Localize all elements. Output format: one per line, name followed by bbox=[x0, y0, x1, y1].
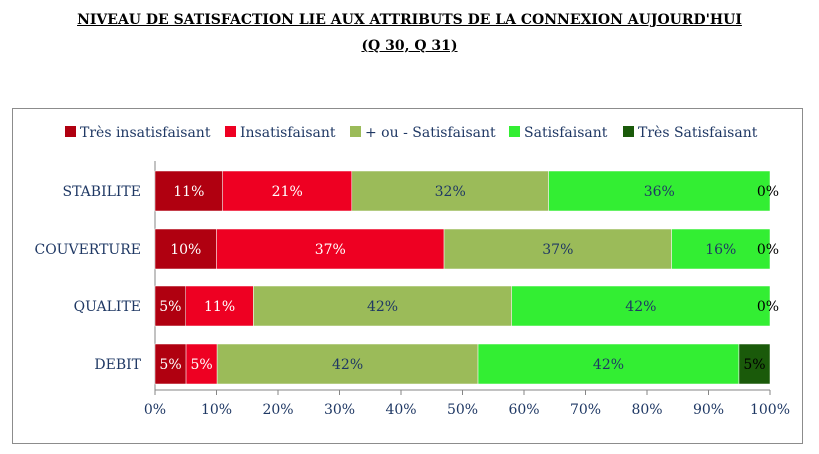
x-tick-label: 10% bbox=[201, 402, 232, 418]
bar-segment-satisfaisant bbox=[511, 285, 771, 327]
data-label: 5% bbox=[159, 299, 181, 315]
category-label-debit: DEBIT bbox=[94, 357, 141, 373]
chart-area: Très insatisfaisant Insatisfaisant + ou - … bbox=[12, 108, 803, 444]
x-tick-label: 50% bbox=[447, 402, 478, 418]
data-label: 5% bbox=[743, 357, 765, 373]
bar-segment-ou-satisfaisant bbox=[216, 343, 479, 385]
legend-label-satisfaisant: Satisfaisant bbox=[524, 125, 608, 141]
x-tick-label: 90% bbox=[693, 402, 724, 418]
data-label: 42% bbox=[367, 299, 398, 315]
legend-label-insatisfaisant: Insatisfaisant bbox=[240, 125, 336, 141]
bar-segment-insatisfaisant bbox=[185, 285, 254, 327]
x-tick-label: 0% bbox=[144, 402, 166, 418]
data-label: 10% bbox=[170, 242, 201, 258]
category-label-couverture: COUVERTURE bbox=[34, 242, 141, 258]
legend-swatch-satisfaisant bbox=[509, 126, 520, 137]
bar-segment-insatisfaisant bbox=[222, 170, 353, 212]
data-label: 5% bbox=[159, 357, 181, 373]
category-label-qualite: QUALITE bbox=[74, 299, 141, 315]
legend-swatch-ou-satisfaisant bbox=[350, 126, 361, 137]
data-label: 37% bbox=[315, 242, 346, 258]
x-tick-label: 30% bbox=[324, 402, 355, 418]
data-label: 0% bbox=[757, 242, 779, 258]
data-label: 32% bbox=[435, 184, 466, 200]
bar-segment-tres-insatisfaisant bbox=[154, 285, 186, 327]
bar-segment-tres-insatisfaisant bbox=[154, 170, 223, 212]
data-label: 11% bbox=[204, 299, 235, 315]
bar-segment-ou-satisfaisant bbox=[253, 285, 512, 327]
legend-label-tres-satisfaisant: Très Satisfaisant bbox=[638, 125, 758, 141]
data-label: 5% bbox=[190, 357, 212, 373]
bar-segment-satisfaisant bbox=[477, 343, 740, 385]
bar-segment-satisfaisant bbox=[671, 228, 771, 270]
data-label: 11% bbox=[173, 184, 204, 200]
legend-swatch-insatisfaisant bbox=[225, 126, 236, 137]
data-label: 42% bbox=[332, 357, 363, 373]
bar-segment-insatisfaisant bbox=[216, 228, 445, 270]
data-label: 42% bbox=[593, 357, 624, 373]
bar-segment-tres-satisfaisant bbox=[738, 343, 771, 385]
data-label: 21% bbox=[272, 184, 303, 200]
x-tick-label: 20% bbox=[262, 402, 293, 418]
legend-label-tres-insatisfaisant: Très insatisfaisant bbox=[80, 125, 211, 141]
x-tick-label: 40% bbox=[385, 402, 416, 418]
bar-segment-ou-satisfaisant bbox=[351, 170, 549, 212]
legend-swatch-tres-insatisfaisant bbox=[65, 126, 76, 137]
x-tick-label: 80% bbox=[631, 402, 662, 418]
data-label: 0% bbox=[757, 299, 779, 315]
bar-segment-ou-satisfaisant bbox=[443, 228, 672, 270]
data-label: 37% bbox=[542, 242, 573, 258]
bar-segment-insatisfaisant bbox=[185, 343, 218, 385]
data-label: 42% bbox=[625, 299, 656, 315]
data-label: 16% bbox=[705, 242, 736, 258]
x-tick-label: 70% bbox=[570, 402, 601, 418]
chart-title: NIVEAU DE SATISFACTION LIE AUX ATTRIBUTS… bbox=[77, 12, 742, 28]
bar-segment-tres-insatisfaisant bbox=[154, 343, 187, 385]
category-label-stabilite: STABILITE bbox=[63, 184, 141, 200]
data-label: 0% bbox=[757, 184, 779, 200]
stacked-bar-chart: Très insatisfaisant Insatisfaisant + ou - … bbox=[34, 125, 790, 418]
bar-segment-satisfaisant bbox=[548, 170, 771, 212]
data-label: 36% bbox=[644, 184, 675, 200]
bar-segment-tres-insatisfaisant bbox=[154, 228, 217, 270]
x-tick-label: 60% bbox=[508, 402, 539, 418]
chart-subtitle: (Q 30, Q 31) bbox=[361, 38, 458, 54]
legend-swatch-tres-satisfaisant bbox=[623, 126, 634, 137]
legend-label-ou-satisfaisant: + ou - Satisfaisant bbox=[365, 125, 496, 141]
x-tick-label: 100% bbox=[750, 402, 790, 418]
